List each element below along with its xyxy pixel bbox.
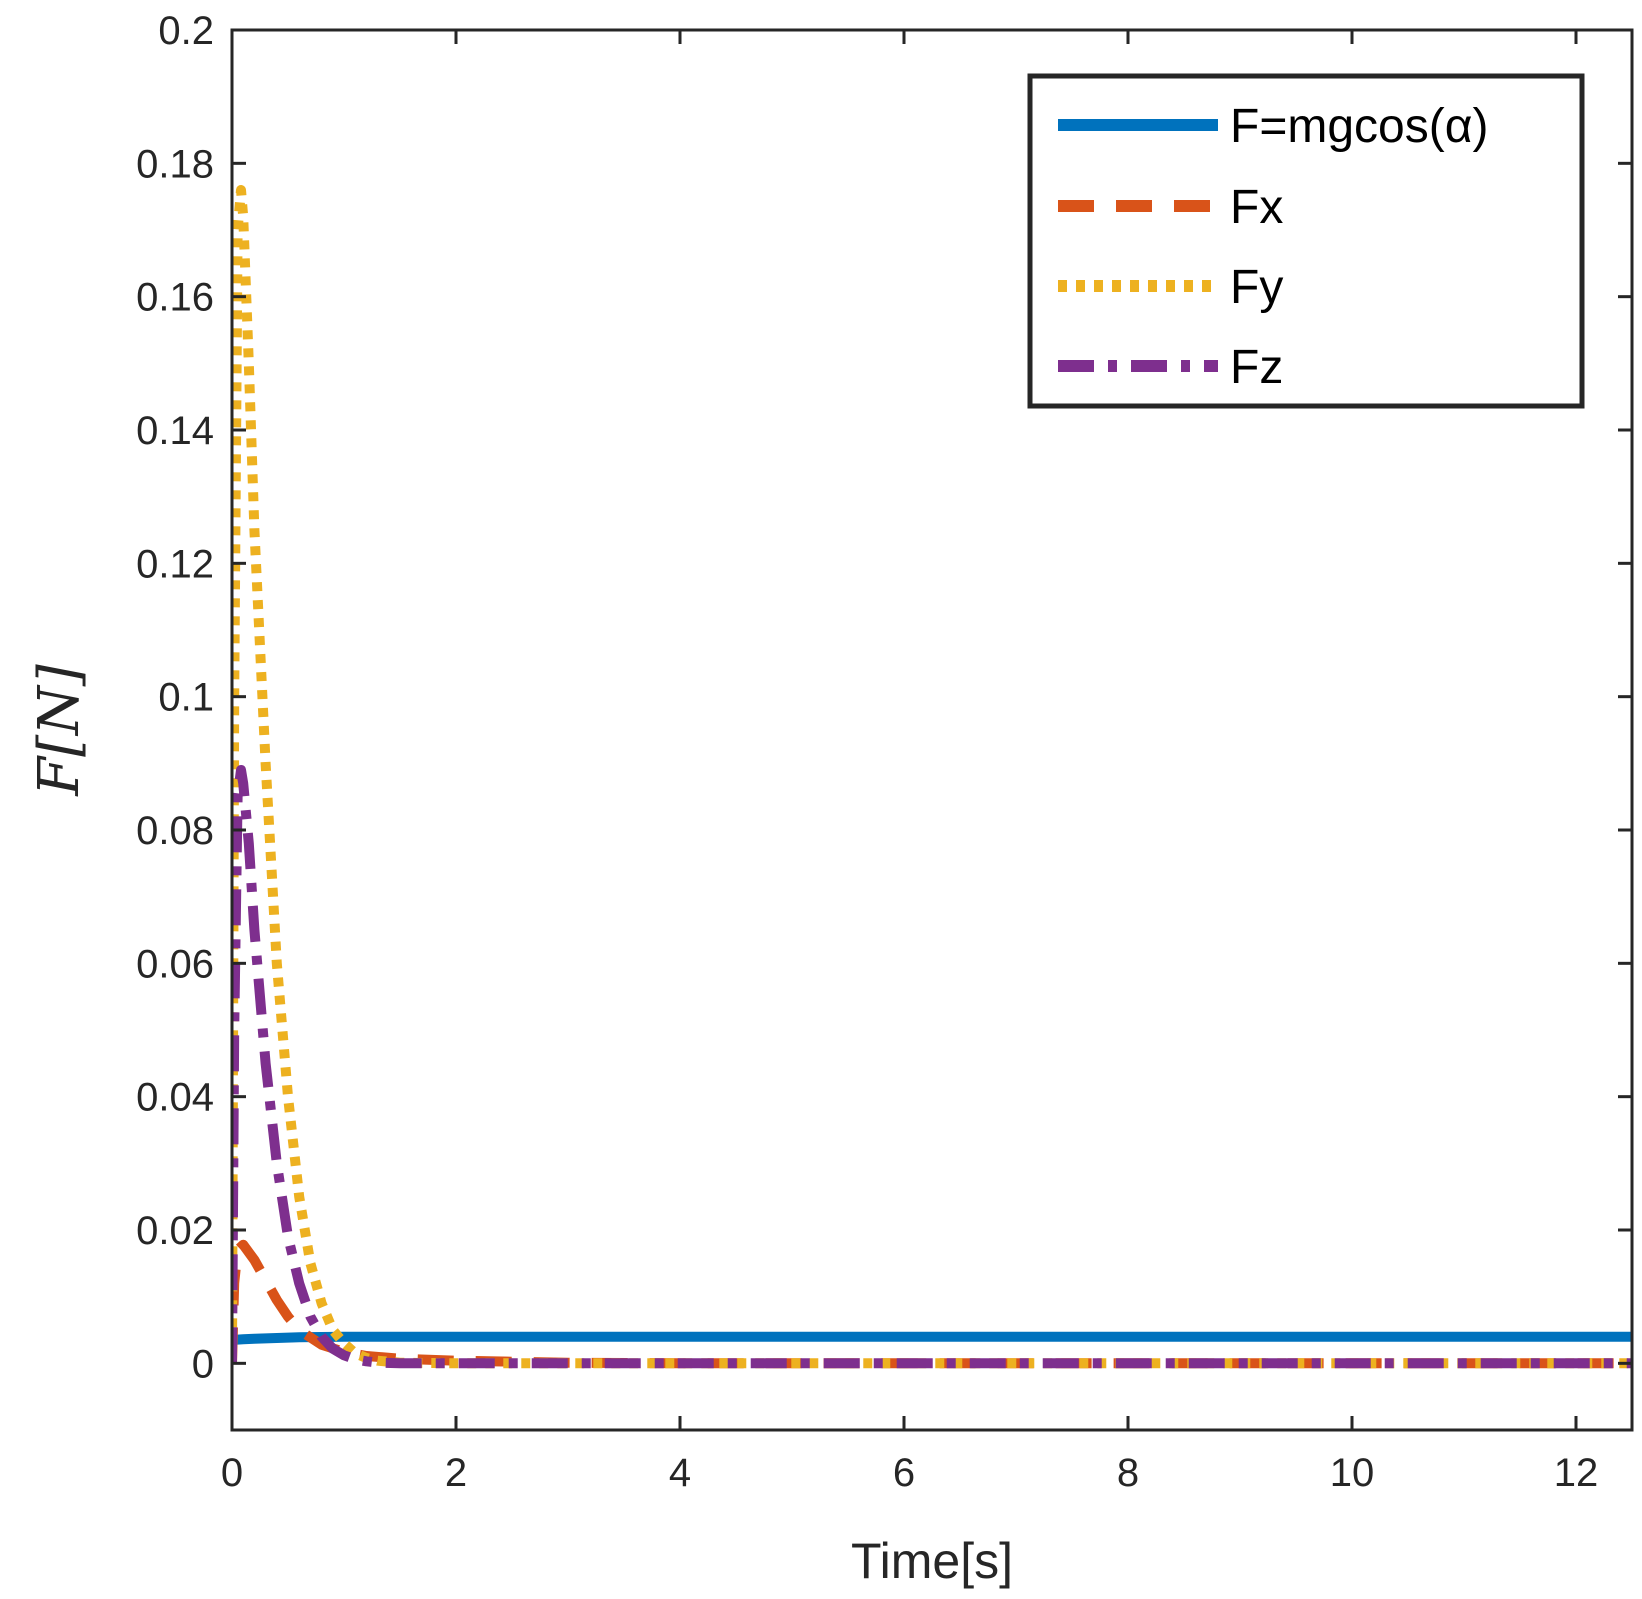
y-tick-label: 0.12 [136, 542, 214, 586]
legend-label-3: Fz [1230, 341, 1283, 394]
legend-label-0: F=mgcos(α) [1230, 100, 1488, 153]
y-axis-title: F[N] [27, 664, 92, 797]
series-line-1 [232, 1239, 1632, 1369]
x-tick-label: 10 [1330, 1451, 1375, 1495]
legend-label-1: Fx [1230, 181, 1283, 234]
x-tick-label: 0 [221, 1451, 243, 1495]
axes-box [230, 28, 1634, 1432]
y-tick-label: 0 [192, 1342, 214, 1386]
series-line-3 [232, 765, 1632, 1369]
series-layer [232, 185, 1632, 1369]
y-tick-label: 0.04 [136, 1076, 214, 1120]
y-tick-label: 0.06 [136, 942, 214, 986]
y-tick-label: 0.18 [136, 142, 214, 186]
legend: F=mgcos(α) Fx Fy Fz [1027, 73, 1585, 409]
y-tick-label: 0.08 [136, 809, 214, 853]
y-tick-label: 0.14 [136, 409, 214, 453]
y-tick-label: 0.16 [136, 276, 214, 320]
x-tick-label: 12 [1554, 1451, 1599, 1495]
x-tick-label: 4 [669, 1451, 691, 1495]
x-tick-label: 8 [1117, 1451, 1139, 1495]
axis-layer: 0 2 4 6 8 10 12 0 0.02 0.04 0.06 0.08 0.1 0.12 0.14 0.1… [136, 9, 1634, 1495]
legend-label-2: Fy [1230, 261, 1283, 314]
y-tick-label: 0.1 [158, 676, 214, 720]
x-axis-title: Time[s] [851, 1533, 1013, 1589]
series-line-0 [232, 1331, 1632, 1345]
x-tick-label: 6 [893, 1451, 915, 1495]
y-tick-label: 0.2 [158, 9, 214, 53]
y-tick-label: 0.02 [136, 1209, 214, 1253]
x-tick-label: 2 [445, 1451, 467, 1495]
